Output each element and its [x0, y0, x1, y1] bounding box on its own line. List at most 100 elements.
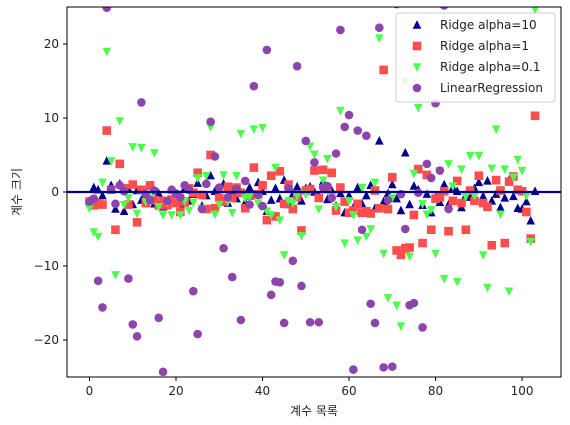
data-point [513, 155, 523, 165]
data-point [310, 166, 319, 175]
data-point [522, 207, 531, 217]
data-point [106, 157, 116, 166]
data-point [184, 206, 194, 216]
data-point [435, 166, 445, 175]
data-point [435, 192, 445, 202]
data-point [487, 164, 497, 174]
data-point [89, 228, 99, 237]
data-point [266, 290, 276, 300]
data-point [517, 166, 527, 176]
data-point [189, 198, 198, 208]
data-point [132, 218, 142, 227]
data-point [310, 158, 319, 167]
data-point [137, 98, 146, 107]
data-point [431, 249, 440, 259]
data-point [344, 197, 354, 206]
data-point [526, 215, 536, 225]
y-tick-label: −10 [34, 259, 59, 273]
data-point [362, 131, 371, 141]
data-point [249, 81, 259, 91]
data-point [504, 177, 514, 186]
data-point [483, 202, 492, 212]
data-point [383, 294, 393, 303]
data-point [89, 194, 99, 203]
data-point [431, 194, 440, 203]
data-point [111, 271, 120, 280]
data-point [236, 315, 246, 325]
data-point [522, 192, 531, 201]
legend-label: LinearRegression [440, 81, 543, 95]
data-point [344, 110, 354, 120]
data-point [206, 150, 215, 160]
data-point [214, 200, 224, 210]
data-point [387, 172, 397, 182]
data-point [167, 195, 176, 204]
data-point [362, 190, 371, 200]
data-point [98, 190, 107, 200]
data-point [89, 182, 99, 192]
data-point [357, 225, 367, 235]
data-point [266, 211, 276, 220]
data-point [509, 191, 518, 201]
data-point [509, 173, 518, 183]
data-point [266, 195, 276, 204]
data-point [336, 183, 345, 192]
data-point [413, 103, 423, 113]
data-point [409, 169, 419, 179]
data-point [163, 196, 172, 206]
data-point [176, 211, 185, 220]
data-point [379, 363, 388, 372]
data-point [154, 203, 164, 212]
data-point [89, 201, 99, 210]
data-point [444, 160, 453, 169]
data-point [496, 186, 505, 195]
data-point [102, 156, 112, 165]
data-point [284, 197, 293, 206]
data-point [206, 170, 215, 180]
data-point [331, 149, 341, 158]
x-axis-label: 계수 목록 [290, 404, 338, 418]
data-point [504, 287, 514, 297]
data-point [124, 274, 133, 283]
data-point [232, 172, 241, 181]
data-point [500, 165, 510, 174]
data-point [115, 117, 125, 126]
data-point [357, 183, 367, 193]
data-point [93, 276, 103, 286]
data-point [137, 185, 146, 195]
data-point [314, 317, 324, 327]
data-point [496, 210, 505, 220]
data-point [478, 191, 488, 201]
data-point [271, 212, 280, 221]
data-point [167, 211, 176, 220]
data-point [176, 192, 185, 202]
data-point [452, 176, 462, 186]
data-point [132, 332, 142, 341]
legend-label: Ridge alpha=1 [440, 39, 529, 53]
data-point [150, 149, 159, 158]
legend-label: Ridge alpha=0.1 [440, 60, 541, 74]
data-point [444, 204, 453, 214]
data-point [513, 185, 523, 195]
data-point [305, 184, 315, 194]
data-point [353, 236, 362, 245]
data-point [491, 175, 501, 185]
data-point [357, 208, 367, 218]
x-tick-label: 0 [86, 384, 94, 398]
data-point [500, 193, 510, 202]
data-point [439, 179, 449, 189]
data-point [500, 238, 510, 248]
data-point [210, 152, 220, 161]
data-point [245, 200, 254, 209]
data-point [418, 238, 427, 248]
data-point [240, 203, 250, 213]
data-point [197, 204, 207, 214]
data-point [370, 186, 380, 195]
data-point [210, 203, 220, 213]
data-point [353, 182, 362, 192]
data-point [128, 180, 138, 189]
x-tick-label: 80 [428, 384, 443, 398]
data-point [435, 197, 445, 207]
data-point [236, 129, 246, 139]
data-point [158, 196, 168, 206]
